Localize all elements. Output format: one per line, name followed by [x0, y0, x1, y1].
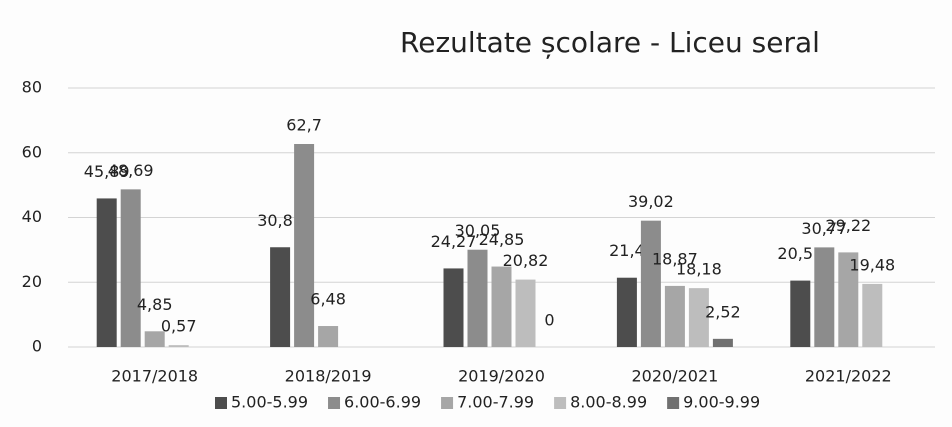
bar [96, 198, 117, 347]
x-tick-label: 2018/2019 [285, 367, 372, 386]
data-label: 45,89 [84, 162, 130, 181]
bar [318, 326, 339, 347]
x-tick-label: 2019/2020 [458, 367, 545, 386]
bar [467, 249, 488, 347]
legend-label: 5.00-5.99 [231, 393, 308, 412]
data-label: 21,4 [609, 241, 645, 260]
data-label: 6,48 [310, 290, 346, 309]
data-label: 18,18 [676, 260, 722, 279]
data-label: 2,52 [705, 302, 741, 321]
bar [688, 288, 709, 347]
bar [712, 338, 733, 347]
bar [616, 277, 637, 347]
data-label: 30,05 [455, 221, 501, 240]
y-tick-label: 0 [32, 337, 42, 356]
data-label: 19,48 [849, 255, 895, 274]
bar [862, 283, 883, 347]
bar [838, 252, 859, 347]
y-tick-label: 60 [22, 142, 42, 161]
bar [664, 285, 685, 347]
bar [790, 280, 811, 347]
x-tick-label: 2020/2021 [631, 367, 718, 386]
legend-swatch [328, 397, 341, 409]
bar [144, 331, 165, 347]
legend-swatch [554, 397, 567, 409]
legend-swatch [441, 397, 454, 409]
legend-label: 8.00-8.99 [570, 393, 647, 412]
data-label: 0 [544, 311, 554, 330]
data-label: 20,51 [777, 244, 823, 263]
bar [120, 189, 141, 347]
data-label: 0,57 [161, 317, 197, 336]
x-tick-label: 2017/2018 [111, 367, 198, 386]
legend-label: 7.00-7.99 [457, 393, 534, 412]
legend-label: 9.00-9.99 [683, 393, 760, 412]
y-tick-label: 80 [22, 78, 42, 97]
legend-label: 6.00-6.99 [344, 393, 421, 412]
bar [294, 144, 315, 347]
data-label: 24,85 [479, 230, 525, 249]
y-tick-label: 20 [22, 272, 42, 291]
bar [443, 268, 464, 347]
chart-title: Rezultate școlare - Liceu seral [400, 26, 820, 59]
legend-swatch [667, 397, 680, 409]
data-label: 29,22 [825, 216, 871, 235]
bar [270, 247, 291, 347]
bar [515, 279, 536, 347]
legend-swatch [215, 397, 227, 409]
data-label: 30,77 [801, 219, 847, 238]
data-label: 18,87 [652, 249, 698, 268]
data-label: 39,02 [628, 192, 674, 211]
data-label: 30,81 [257, 211, 303, 230]
x-tick-label: 2021/2022 [805, 367, 892, 386]
data-label: 4,85 [137, 295, 173, 314]
y-tick-label: 40 [22, 207, 42, 226]
bar [168, 345, 189, 347]
bar [814, 247, 835, 347]
bar [491, 266, 512, 347]
data-label: 48,69 [108, 161, 154, 180]
data-label: 62,7 [286, 116, 322, 135]
data-label: 20,82 [503, 251, 549, 270]
data-label: 24,27 [431, 232, 477, 251]
bar [640, 220, 661, 347]
